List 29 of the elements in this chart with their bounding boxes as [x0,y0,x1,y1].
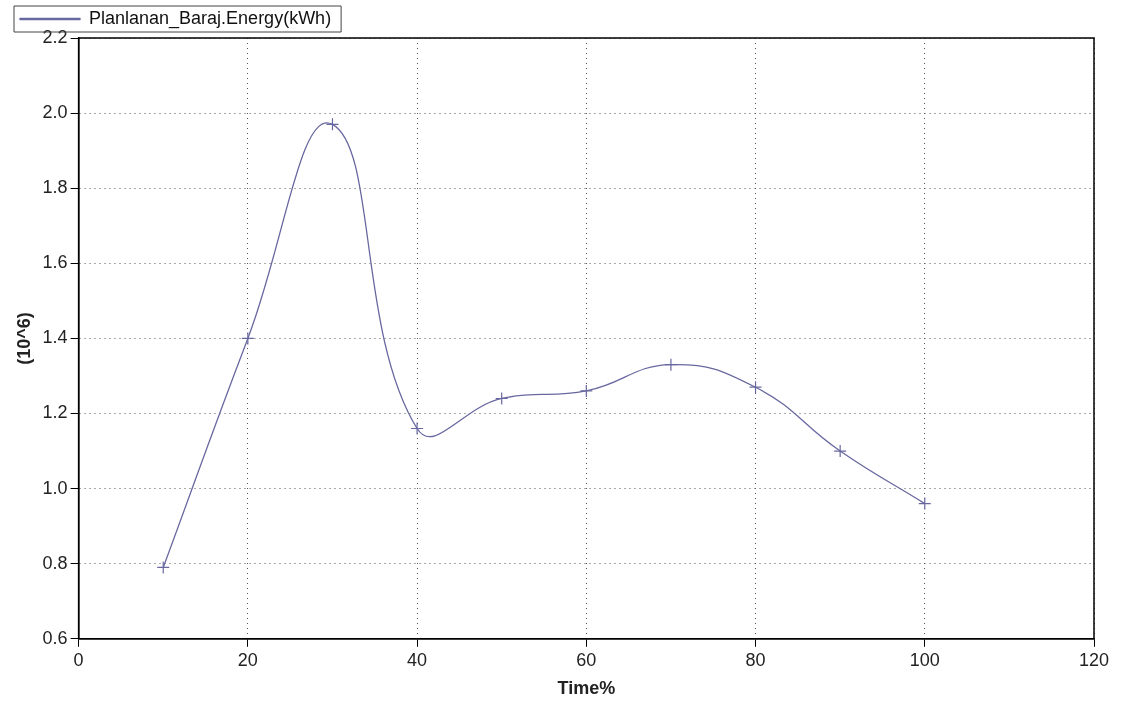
point [748,380,763,394]
point [325,117,340,131]
x-tick-label: 100 [909,649,940,670]
y-tick-label: 1.6 [42,252,68,273]
y-axis-title: (10^6) [13,312,34,365]
x-axis-title: Time% [557,678,616,699]
y-tick-label: 2.0 [42,102,68,123]
point [833,444,847,458]
point [495,391,509,406]
point [664,358,678,372]
legend-label: Planlanan_Baraj.Energy(kWh) [89,7,332,29]
y-tick-label: 1.2 [42,402,68,423]
x-tick-label: 40 [407,649,428,670]
point [410,421,424,436]
x-tick-label: 80 [745,649,766,670]
point [918,497,932,511]
y-tick-label: 0.6 [42,627,68,648]
point [579,384,593,398]
x-tick-label: 0 [73,649,84,670]
y-tick-label: 2.2 [42,26,68,47]
point [241,331,255,345]
y-tick-label: 1.8 [42,177,68,198]
y-tick-label: 0.8 [42,552,68,573]
x-tick-label: 60 [576,649,597,670]
point [156,560,170,575]
x-tick-label: 20 [237,649,258,670]
y-tick-label: 1.0 [42,477,68,498]
x-tick-label: 120 [1078,649,1110,670]
y-tick-label: 1.4 [42,327,68,348]
